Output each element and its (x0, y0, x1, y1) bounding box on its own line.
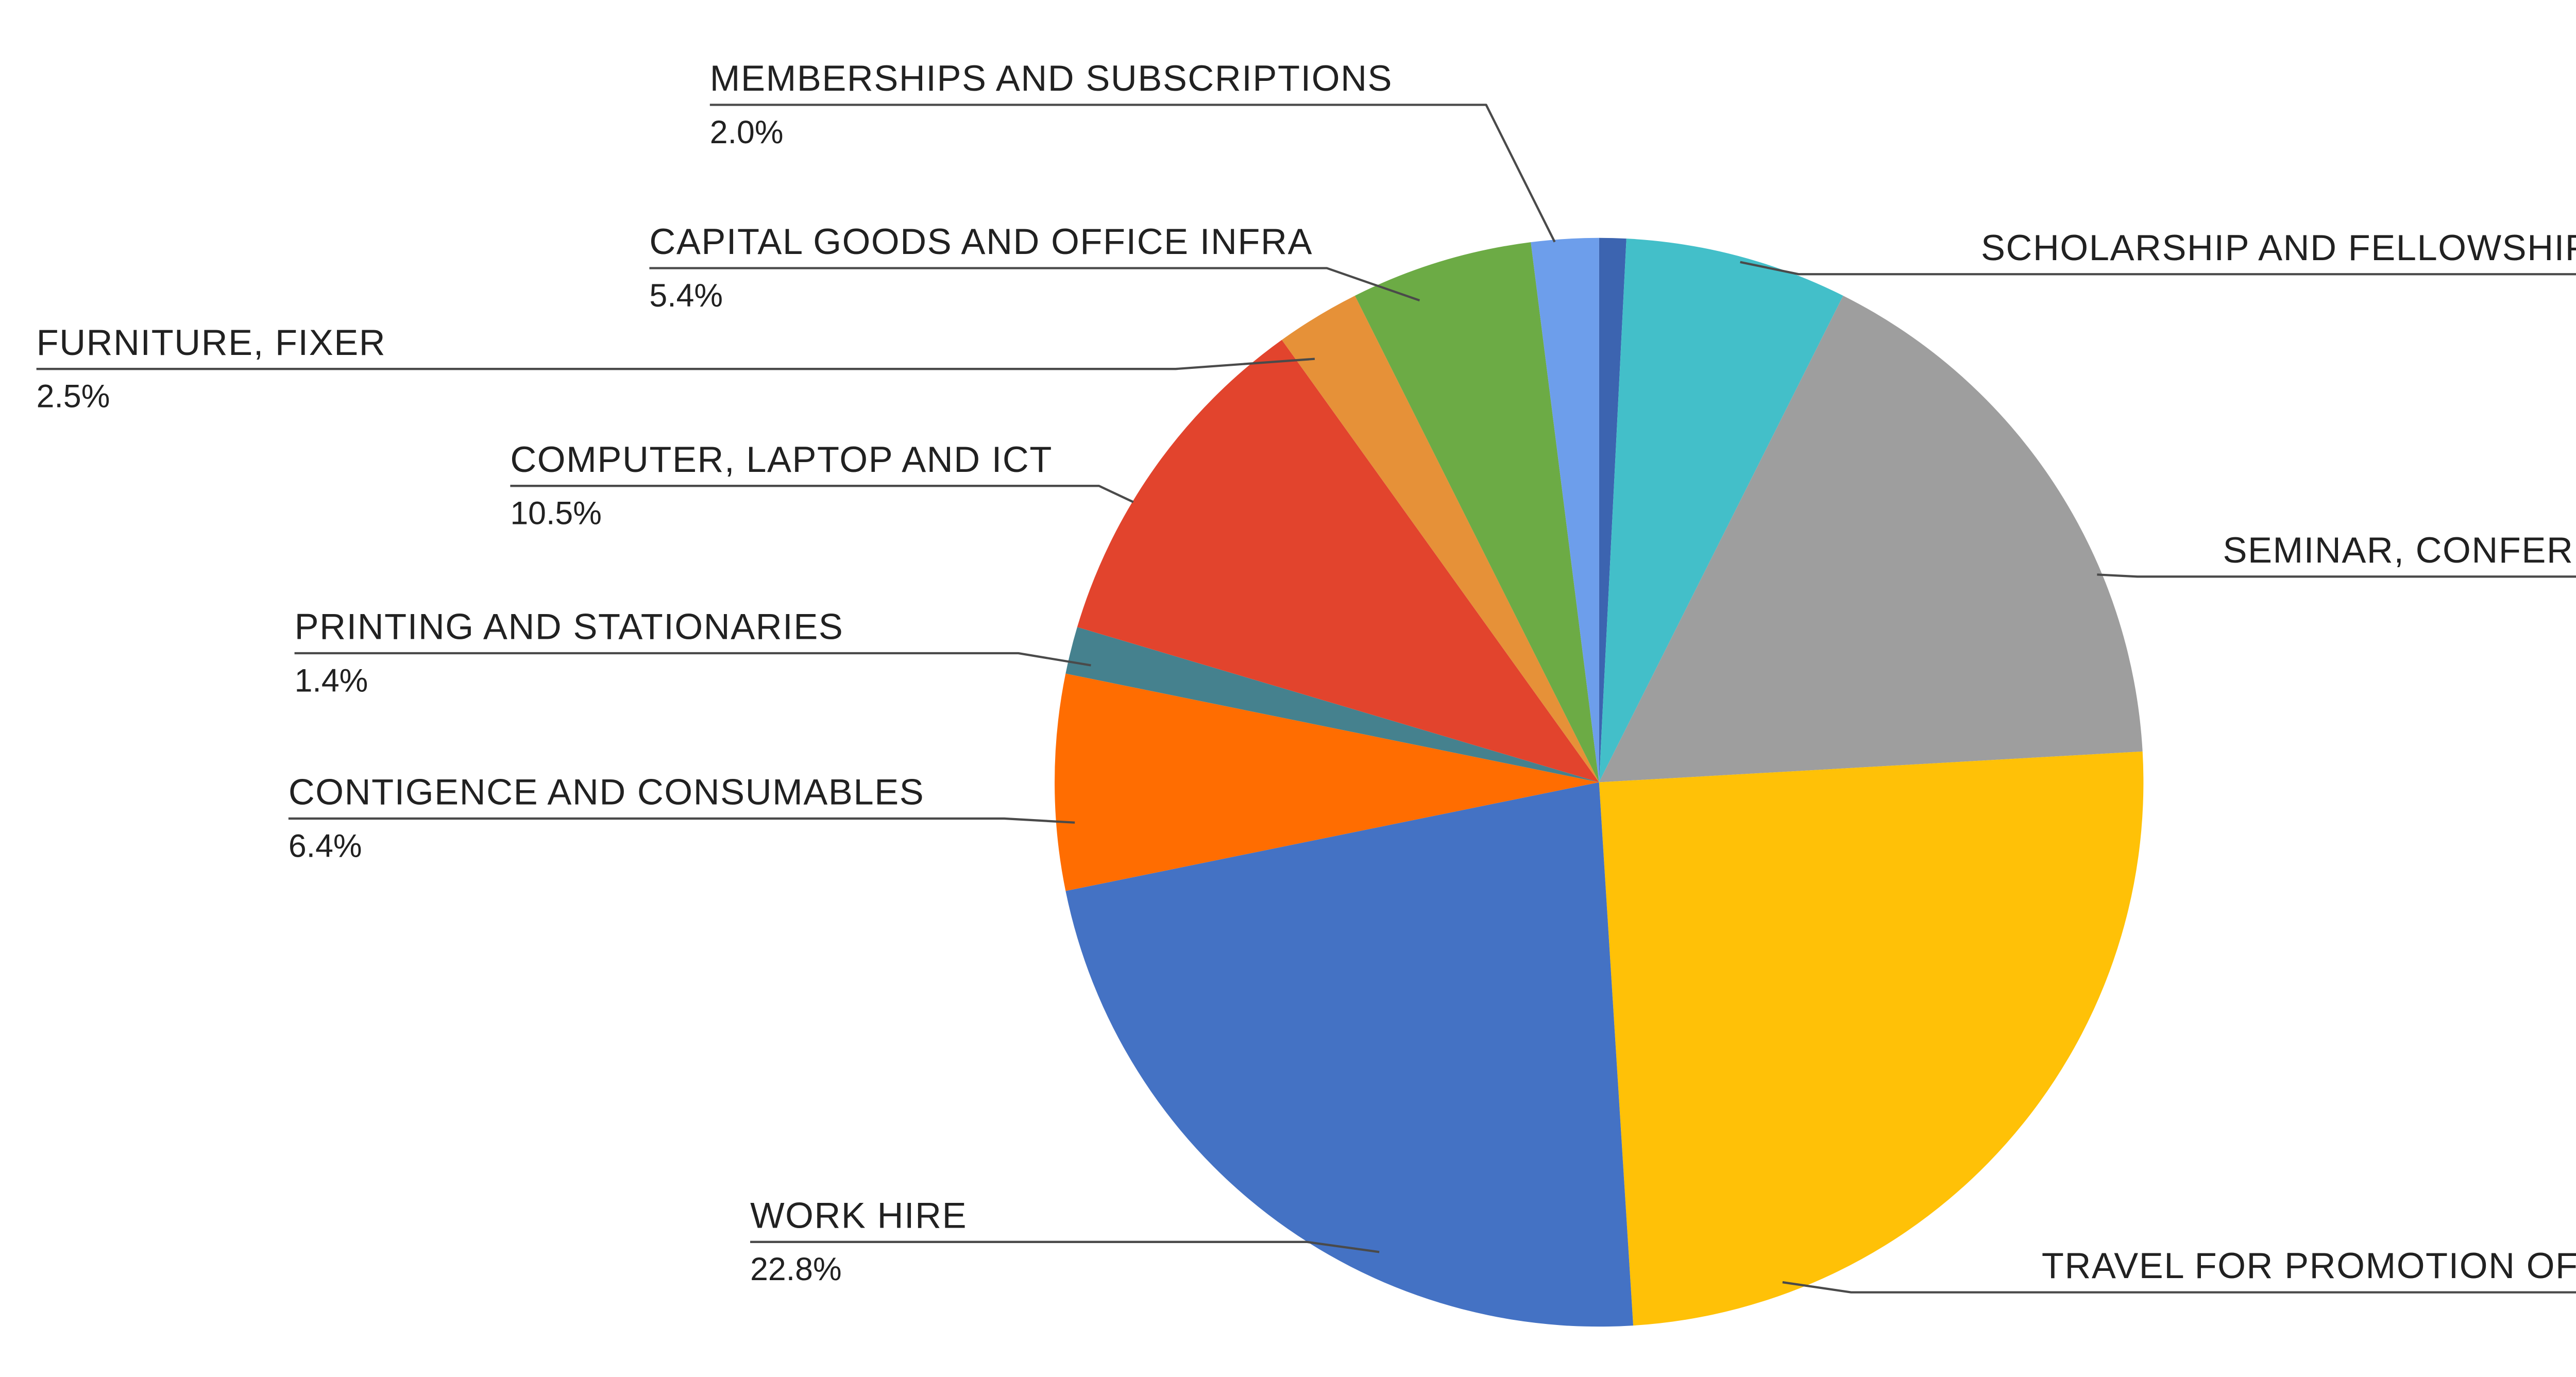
leader-line-computer-laptop-and-ict (510, 485, 1134, 503)
leader-lines (36, 104, 2576, 1294)
label-title-scholarship-and-fellowship: SCHOLARSHIP AND FELLOWSHIP, AWARDS, REWA… (1981, 227, 2576, 268)
label-title-printing-and-stationaries: PRINTING AND STATIONARIES (295, 606, 844, 647)
leader-line-travel-international-relations (1782, 1281, 2576, 1294)
label-title-computer-laptop-and-ict: COMPUTER, LAPTOP AND ICT (510, 439, 1053, 480)
leader-line-work-hire (750, 1240, 1380, 1253)
label-value-capital-goods-and-office-infra: 5.4% (649, 278, 723, 314)
pie-slice-memberships-and-subscriptions[interactable] (1531, 237, 1599, 783)
pie-slice-scholarship-and-fellowship-awards-rewards[interactable] (1599, 239, 1843, 783)
leader-line-contigence-and-consumables (288, 817, 1075, 824)
pie-slice-work-hire[interactable] (1065, 782, 1634, 1327)
label-title-capital-goods-and-office-infra: CAPITAL GOODS AND OFFICE INFRA (649, 221, 1313, 262)
leader-line-furniture-fixer (36, 358, 1315, 370)
leader-line-scholarship-and-fellowship (1740, 261, 2576, 276)
label-value-contigence-and-consumables: 6.4% (289, 828, 362, 864)
label-value-computer-laptop-and-ict: 10.5% (510, 496, 602, 532)
label-title-furniture-fixer: FURNITURE, FIXER (37, 322, 386, 363)
pie-slice-contigence-and-consumables[interactable] (1055, 673, 1599, 891)
leader-line-capital-goods-and-office-infra (649, 267, 1420, 302)
pie-slice-capital-goods-and-office-infra[interactable] (1354, 242, 1599, 783)
slice-labels: MEMBERSHIPS AND SUBSCRIPTIONS 2.0% CAPIT… (37, 58, 2576, 1287)
leader-line-printing-and-stationaries (294, 652, 1091, 667)
label-value-printing-and-stationaries: 1.4% (295, 662, 368, 699)
label-value-work-hire: 22.8% (750, 1251, 842, 1287)
pie-slice-furniture-fixer[interactable] (1281, 295, 1599, 783)
pie-slices (1055, 237, 2144, 1327)
label-title-travel-international-relations: TRAVEL FOR PROMOTION OF INTERNATIONAL RE… (2042, 1245, 2576, 1286)
pie-slice-seminar-conference-events-and-dele[interactable] (1599, 295, 2143, 783)
leader-line-seminar-conference-events (2097, 573, 2576, 578)
label-title-memberships-and-subscriptions: MEMBERSHIPS AND SUBSCRIPTIONS (710, 58, 1393, 98)
pie-slice-travel-for-promotion-of-international-relations[interactable] (1599, 751, 2144, 1326)
label-value-furniture-fixer: 2.5% (37, 379, 110, 415)
label-title-seminar-conference-events: SEMINAR, CONFERENCE, EVENTS AND DELE... (2223, 530, 2576, 570)
label-title-contigence-and-consumables: CONTIGENCE AND CONSUMABLES (289, 772, 924, 812)
pie-slice-computer-laptop-and-ict[interactable] (1077, 339, 1599, 783)
label-value-memberships-and-subscriptions: 2.0% (710, 114, 784, 150)
pie-slice-unlabeled[interactable] (1599, 237, 1626, 783)
label-title-work-hire: WORK HIRE (750, 1195, 967, 1235)
pie-slice-printing-and-stationaries[interactable] (1065, 627, 1599, 783)
leader-line-memberships-and-subscriptions (709, 104, 1556, 243)
